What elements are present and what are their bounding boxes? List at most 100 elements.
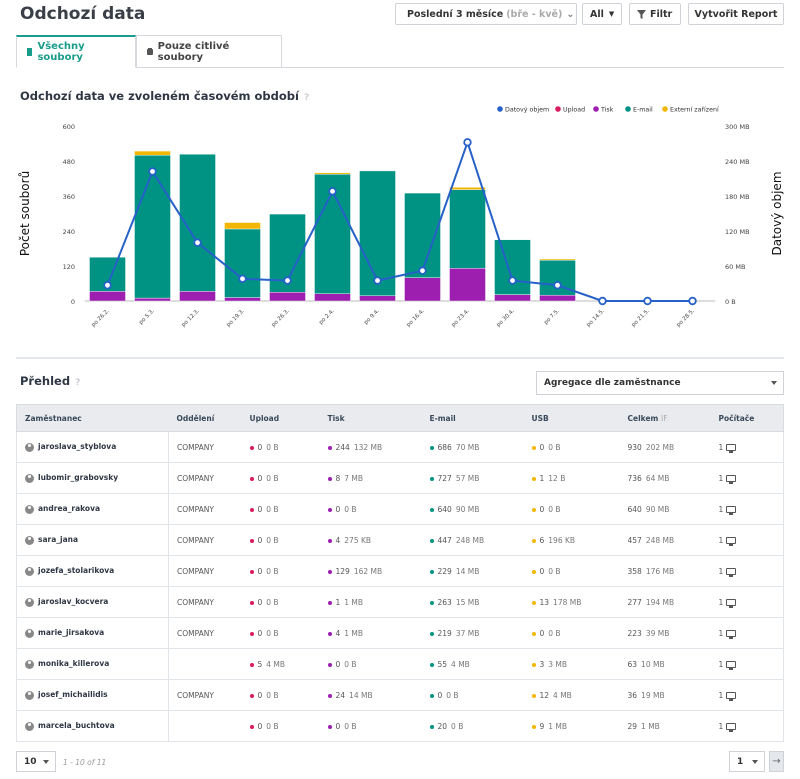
table-row[interactable]: sara_jana COMPANY 0 0 B 4 275 KB 447 248 MB 6 196… xyxy=(16,524,784,556)
next-page-button[interactable]: → xyxy=(769,751,784,772)
computers-cell[interactable]: 1 xyxy=(710,617,784,649)
table-row[interactable]: jaroslava_styblova COMPANY 0 0 B 244 132 MB 68… xyxy=(16,431,784,463)
volume-point xyxy=(688,296,697,306)
x-tick-label: po 21.5. xyxy=(631,308,651,328)
col-email[interactable]: E-mail xyxy=(421,404,524,432)
computers-cell[interactable]: 1 xyxy=(710,648,784,680)
employee-cell[interactable]: josef_michailidis xyxy=(16,679,169,711)
department-cell: COMPANY xyxy=(168,431,242,463)
user-icon xyxy=(25,690,34,700)
user-icon xyxy=(25,504,34,514)
caret-down-icon xyxy=(43,759,49,764)
employee-cell[interactable]: monika_killerova xyxy=(16,648,169,680)
volume-point xyxy=(418,266,427,275)
volume-point xyxy=(598,296,607,306)
email-cell-dot xyxy=(429,693,434,698)
tab-all-files[interactable]: Všechny soubory xyxy=(16,35,136,68)
bar-segment xyxy=(494,239,531,295)
col-employee[interactable]: Zaměstnanec xyxy=(16,404,169,432)
print-cell-dot xyxy=(327,662,332,667)
employee-cell[interactable]: jozefa_stolarikova xyxy=(16,555,169,587)
usb-cell-dot xyxy=(531,569,536,574)
computers-cell[interactable]: 1 xyxy=(710,679,784,711)
user-icon xyxy=(25,473,34,483)
scope-select[interactable]: All ▼ xyxy=(582,3,622,25)
volume-point xyxy=(238,274,247,284)
usb-cell-dot xyxy=(531,445,536,450)
employee-cell[interactable]: marie_jirsakova xyxy=(16,617,169,649)
period-select[interactable]: Poslední 3 měsíce (bře - kvě) ⌄ xyxy=(395,3,577,25)
usb-cell-dot xyxy=(531,724,536,729)
tab-sensitive-files[interactable]: Pouze citlivé soubory xyxy=(136,35,282,68)
y2-axis-title: Datový objem xyxy=(770,171,784,255)
help-icon[interactable]: ? xyxy=(75,378,81,388)
x-tick-label: po 26.3. xyxy=(271,308,291,328)
section-divider xyxy=(16,357,784,359)
employee-cell[interactable]: lubomir_grabovsky xyxy=(16,462,169,494)
col-print[interactable]: Tisk xyxy=(319,404,422,432)
col-total[interactable]: Celkem IF xyxy=(619,404,711,432)
computers-cell[interactable]: 1 xyxy=(710,493,784,525)
bar-segment xyxy=(134,150,171,156)
computers-cell[interactable]: 1 xyxy=(710,524,784,556)
upload-cell-dot xyxy=(249,662,254,667)
print-cell-dot xyxy=(327,693,332,698)
user-icon xyxy=(25,442,34,452)
col-usb[interactable]: USB xyxy=(523,404,620,432)
y-axis-title: Počet souborů xyxy=(18,171,32,256)
upload-cell-dot xyxy=(249,507,254,512)
computers-cell[interactable]: 1 xyxy=(710,710,784,742)
volume-line xyxy=(106,139,693,302)
col-upload[interactable]: Upload xyxy=(241,404,320,432)
employee-cell[interactable]: jaroslav_kocvera xyxy=(16,586,169,618)
page-select[interactable]: 1 xyxy=(729,751,765,772)
usb-cell: 6 196 KB xyxy=(523,524,620,556)
employee-cell[interactable]: jaroslava_styblova xyxy=(16,431,169,463)
bar-segment xyxy=(224,222,261,230)
email-cell: 55 4 MB xyxy=(421,648,524,680)
volume-point xyxy=(463,138,472,147)
legend-label: E-mail xyxy=(633,107,653,114)
bar-segment xyxy=(314,293,351,302)
create-report-button[interactable]: Vytvořit Report xyxy=(688,3,784,25)
print-cell: 129 162 MB xyxy=(319,555,422,587)
upload-cell-dot xyxy=(249,476,254,481)
computers-cell[interactable]: 1 xyxy=(710,586,784,618)
computers-cell[interactable]: 1 xyxy=(710,462,784,494)
email-cell-dot xyxy=(429,507,434,512)
email-cell: 447 248 MB xyxy=(421,524,524,556)
help-icon[interactable]: ? xyxy=(303,93,310,103)
computers-cell[interactable]: 1 xyxy=(710,555,784,587)
table-row[interactable]: monika_killerova 5 4 MB 0 0 B 55 4 MB 3 3 MB 63 10… xyxy=(16,648,784,680)
col-computers[interactable]: Počítače xyxy=(710,404,784,432)
employee-cell[interactable]: sara_jana xyxy=(16,524,169,556)
aggregation-select[interactable]: Agregace dle zaměstnance xyxy=(536,371,784,395)
filter-button[interactable]: Filtr xyxy=(629,3,681,25)
bar-segment xyxy=(359,170,396,296)
tab-sensitive-files-label: Pouze citlivé soubory xyxy=(157,40,230,63)
employee-cell[interactable]: andrea_rakova xyxy=(16,493,169,525)
table-row[interactable]: jozefa_stolarikova COMPANY 0 0 B 129 162 MB 22… xyxy=(16,555,784,587)
computer-icon xyxy=(726,506,737,515)
total-cell: 358 176 MB xyxy=(619,555,711,587)
col-department[interactable]: Oddělení xyxy=(168,404,242,432)
volume-point xyxy=(328,187,337,196)
department-cell: COMPANY xyxy=(168,524,242,556)
table-header-row: Zaměstnanec Oddělení Upload Tisk E-mail … xyxy=(16,404,784,432)
employee-cell[interactable]: marcela_buchtova xyxy=(16,710,169,742)
page-size-select[interactable]: 10 xyxy=(16,751,56,772)
filter-label: Filtr xyxy=(650,8,673,20)
computers-cell[interactable]: 1 xyxy=(710,431,784,463)
